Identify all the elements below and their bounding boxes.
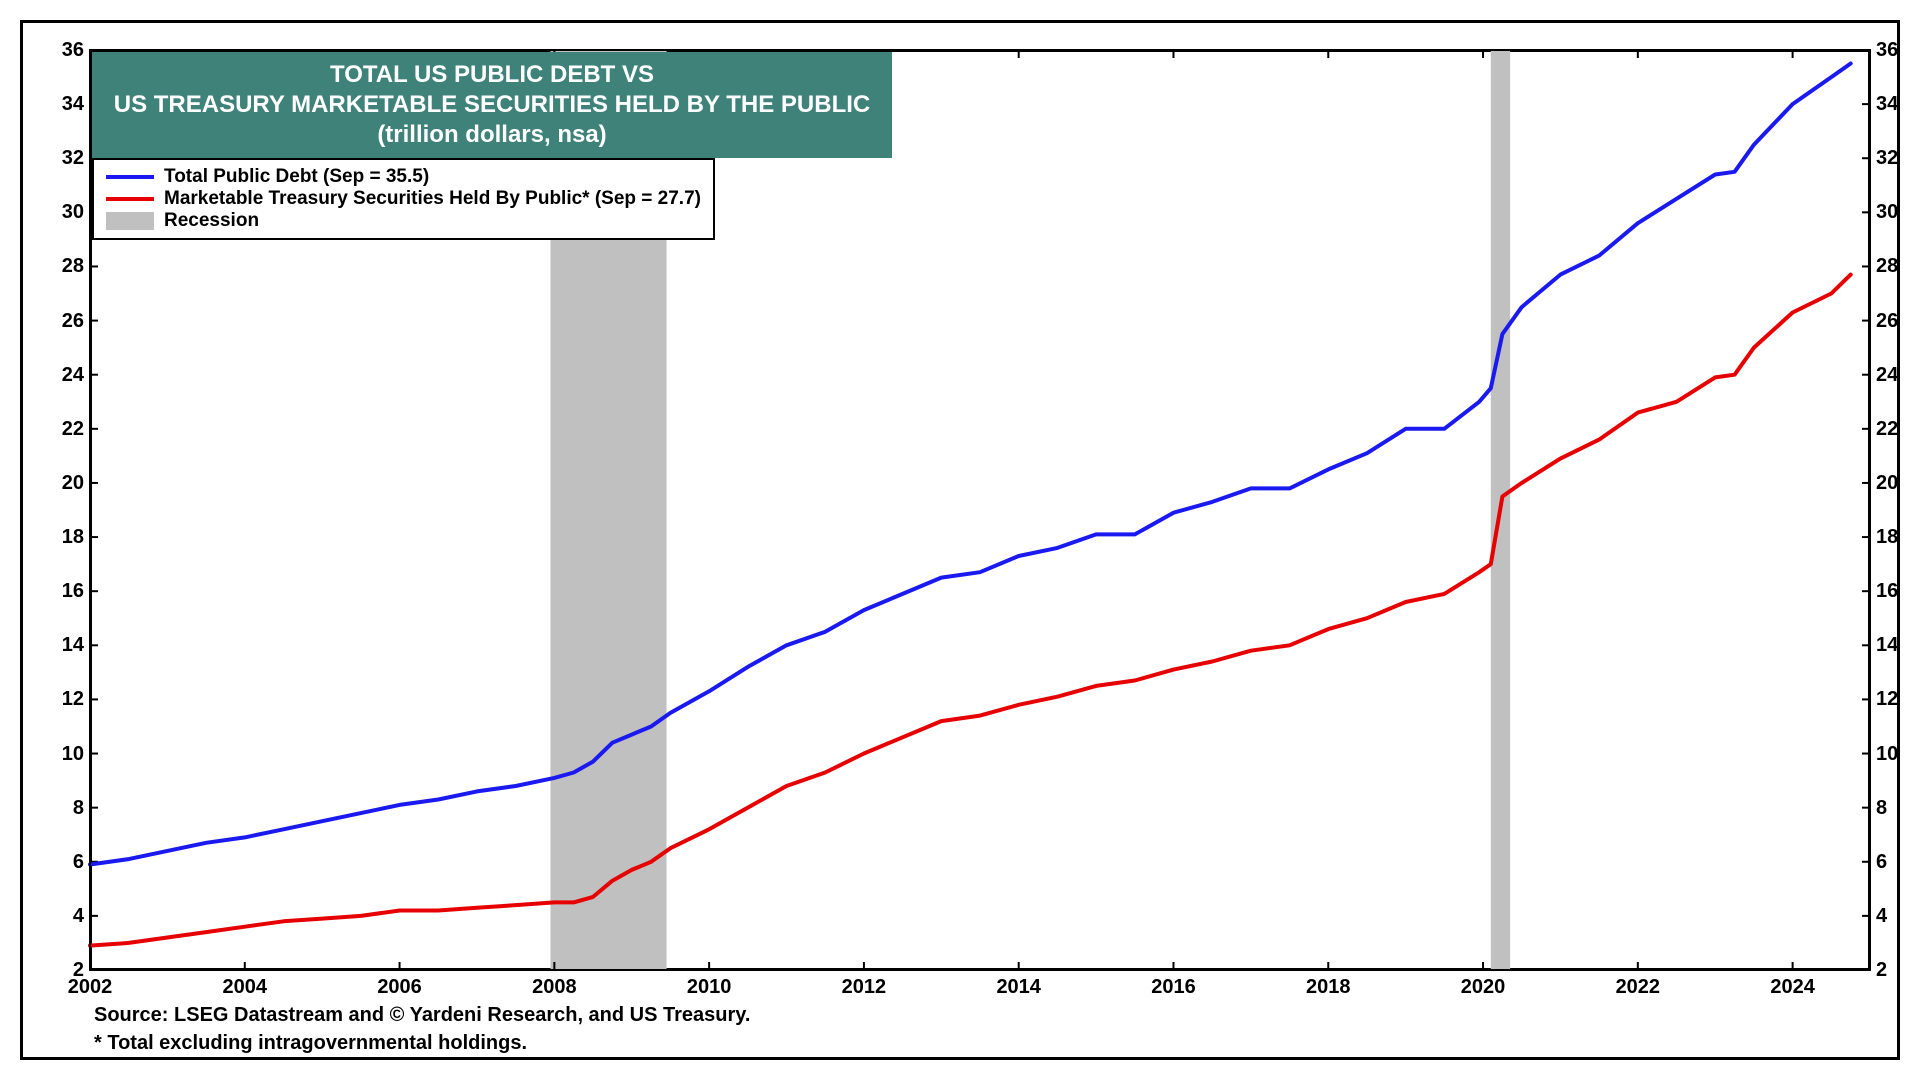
y-tick-label-left: 18 (62, 526, 84, 549)
series-line (90, 275, 1851, 946)
y-tick-label-right: 32 (1876, 147, 1898, 170)
y-tick-label-left: 14 (62, 634, 84, 657)
x-tick-label: 2006 (375, 976, 425, 999)
legend-line-swatch (106, 197, 154, 201)
x-tick-label: 2004 (220, 976, 270, 999)
footnote-text: * Total excluding intragovernmental hold… (94, 1032, 527, 1055)
legend: Total Public Debt (Sep = 35.5)Marketable… (92, 158, 715, 240)
x-tick-label: 2012 (839, 976, 889, 999)
y-tick-label-left: 12 (62, 688, 84, 711)
x-tick-label: 2022 (1613, 976, 1663, 999)
y-tick-label-right: 36 (1876, 39, 1898, 62)
y-tick-label-left: 36 (62, 39, 84, 62)
y-tick-label-right: 8 (1876, 797, 1887, 820)
legend-line-swatch (106, 175, 154, 179)
legend-item: Total Public Debt (Sep = 35.5) (106, 166, 701, 188)
y-tick-label-left: 4 (73, 905, 84, 928)
y-tick-label-left: 2 (73, 959, 84, 982)
legend-label: Total Public Debt (Sep = 35.5) (164, 166, 429, 188)
y-tick-label-left: 28 (62, 255, 84, 278)
y-tick-label-left: 8 (73, 797, 84, 820)
source-text: Source: LSEG Datastream and © Yardeni Re… (94, 1004, 750, 1027)
y-tick-label-right: 20 (1876, 472, 1898, 495)
y-tick-label-right: 6 (1876, 851, 1887, 874)
y-tick-label-left: 24 (62, 364, 84, 387)
chart-title-box: TOTAL US PUBLIC DEBT VSUS TREASURY MARKE… (92, 52, 892, 158)
y-tick-label-right: 10 (1876, 743, 1898, 766)
x-tick-label: 2024 (1768, 976, 1818, 999)
y-tick-label-left: 6 (73, 851, 84, 874)
legend-box-swatch (106, 212, 154, 230)
y-tick-label-left: 34 (62, 93, 84, 116)
y-tick-label-left: 20 (62, 472, 84, 495)
y-tick-label-right: 14 (1876, 634, 1898, 657)
legend-label: Marketable Treasury Securities Held By P… (164, 188, 701, 210)
x-tick-label: 2018 (1303, 976, 1353, 999)
y-tick-label-right: 2 (1876, 959, 1887, 982)
y-tick-label-right: 4 (1876, 905, 1887, 928)
chart-title-line: (trillion dollars, nsa) (112, 120, 872, 150)
y-tick-label-right: 22 (1876, 418, 1898, 441)
y-tick-label-right: 18 (1876, 526, 1898, 549)
y-tick-label-right: 34 (1876, 93, 1898, 116)
y-tick-label-right: 24 (1876, 364, 1898, 387)
y-tick-label-right: 12 (1876, 688, 1898, 711)
y-tick-label-right: 26 (1876, 310, 1898, 333)
x-tick-label: 2014 (994, 976, 1044, 999)
y-tick-label-left: 32 (62, 147, 84, 170)
x-tick-label: 2010 (684, 976, 734, 999)
y-tick-label-left: 30 (62, 201, 84, 224)
x-tick-label: 2016 (1148, 976, 1198, 999)
chart-title-line: TOTAL US PUBLIC DEBT VS (112, 60, 872, 90)
y-tick-label-right: 30 (1876, 201, 1898, 224)
y-tick-label-right: 28 (1876, 255, 1898, 278)
legend-label: Recession (164, 210, 259, 232)
y-tick-label-left: 26 (62, 310, 84, 333)
x-tick-label: 2008 (529, 976, 579, 999)
y-tick-label-left: 22 (62, 418, 84, 441)
legend-item: Marketable Treasury Securities Held By P… (106, 188, 701, 210)
chart-title-line: US TREASURY MARKETABLE SECURITIES HELD B… (112, 90, 872, 120)
y-tick-label-right: 16 (1876, 580, 1898, 603)
x-tick-label: 2020 (1458, 976, 1508, 999)
legend-item: Recession (106, 210, 701, 232)
y-tick-label-left: 16 (62, 580, 84, 603)
y-tick-label-left: 10 (62, 743, 84, 766)
